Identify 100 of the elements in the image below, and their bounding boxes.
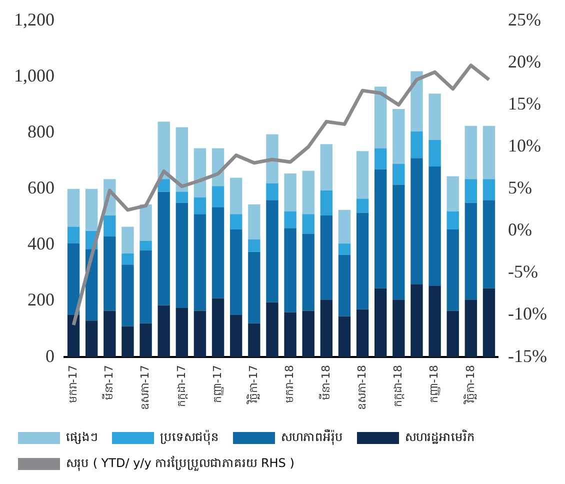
x-tick-label: មីនា-17 — [102, 365, 116, 400]
y-tick-label: 1,000 — [14, 66, 54, 86]
legend-label: ផ្សេងៗ — [66, 430, 98, 444]
bar — [320, 216, 333, 300]
y-tick-label: 0 — [46, 346, 54, 366]
x-tick-label: មករា-17 — [66, 365, 80, 403]
bar — [482, 126, 496, 180]
bar — [212, 186, 224, 208]
bar — [428, 286, 441, 358]
bar — [230, 178, 242, 214]
x-tick-label: មករា-18 — [283, 365, 296, 403]
x-tick-label: វិច្ឆិកា-17 — [246, 365, 260, 405]
y2-tick-label: 0% — [508, 220, 532, 240]
bar — [284, 174, 296, 212]
x-tick-label: ឧសភា-17 — [138, 365, 152, 410]
bar — [356, 198, 369, 213]
bar — [410, 158, 423, 284]
bar — [248, 252, 260, 324]
y-tick-label: 800 — [28, 122, 54, 142]
bar — [122, 264, 134, 326]
bar — [374, 288, 387, 358]
bar — [266, 183, 278, 200]
bar — [248, 239, 260, 252]
bar — [464, 126, 478, 180]
bar — [104, 216, 116, 237]
bar — [67, 244, 80, 316]
bar — [428, 166, 441, 286]
x-tick-label: កក្កដា-18 — [392, 365, 405, 407]
bar — [212, 298, 224, 358]
bar — [482, 179, 496, 200]
bar — [158, 192, 170, 306]
legend-label: សរុប ( YTD/ y/y ការប្រែប្រួលជាភាគរយ RHS ) — [66, 455, 294, 472]
bar — [212, 207, 224, 298]
bar — [230, 315, 242, 358]
legend-label: សហរដ្ឋអាមេរិក — [405, 429, 475, 444]
bar — [67, 315, 80, 358]
bar — [266, 200, 278, 302]
bar — [104, 236, 116, 311]
bar — [302, 214, 314, 234]
bar — [302, 170, 314, 214]
bar — [194, 214, 206, 311]
bar — [86, 188, 98, 231]
bar — [230, 230, 242, 316]
y2-tick-label: 25% — [508, 10, 542, 30]
bar — [446, 230, 459, 311]
y2-tick-label: 20% — [508, 52, 542, 72]
bar — [464, 300, 478, 358]
bar — [320, 190, 333, 216]
y2-tick-label: 5% — [508, 178, 532, 198]
bar — [248, 204, 260, 240]
bar — [140, 204, 152, 241]
bar — [410, 131, 423, 158]
bar — [374, 148, 387, 170]
bar — [194, 197, 206, 214]
bar — [482, 288, 496, 358]
bar — [176, 127, 188, 192]
bar — [428, 140, 441, 166]
bar — [446, 211, 459, 230]
bar — [374, 86, 387, 148]
bar — [284, 228, 296, 312]
bar — [392, 184, 405, 300]
y2-tick-label: 15% — [508, 94, 542, 114]
x-tick-label: មីនា-18 — [318, 365, 332, 400]
bar — [122, 326, 134, 358]
bar — [428, 94, 441, 140]
y2-tick-label: -5% — [508, 262, 538, 282]
bar — [338, 254, 351, 316]
bar — [194, 148, 206, 198]
bar — [320, 144, 333, 190]
bar — [176, 202, 188, 308]
bar — [284, 211, 296, 228]
x-tick-label: ឧសភា-18 — [355, 365, 368, 410]
bar — [266, 302, 278, 358]
bar — [194, 310, 206, 358]
bar — [122, 253, 134, 265]
bar — [158, 305, 170, 358]
bar — [158, 122, 170, 180]
y2-tick-label: 10% — [508, 136, 542, 156]
y2-tick-label: -15% — [508, 346, 548, 366]
bar — [410, 284, 423, 358]
bar — [67, 226, 80, 244]
bar — [302, 234, 314, 311]
y-tick-label: 1,200 — [14, 10, 54, 30]
bar — [356, 151, 369, 199]
bar — [464, 202, 478, 300]
bar — [266, 134, 278, 184]
bar — [67, 188, 80, 227]
bar — [446, 176, 459, 212]
y2-tick-label: -10% — [508, 304, 548, 324]
bar — [122, 226, 134, 254]
bar — [104, 310, 116, 358]
bar — [248, 323, 260, 358]
bar — [392, 164, 405, 185]
bar — [284, 312, 296, 358]
legend-label: ប្រទេសជប៉ុន — [160, 429, 219, 446]
bar — [392, 300, 405, 358]
bar — [140, 323, 152, 358]
bar — [464, 179, 478, 203]
y-tick-label: 600 — [28, 178, 54, 198]
bar — [176, 192, 188, 203]
